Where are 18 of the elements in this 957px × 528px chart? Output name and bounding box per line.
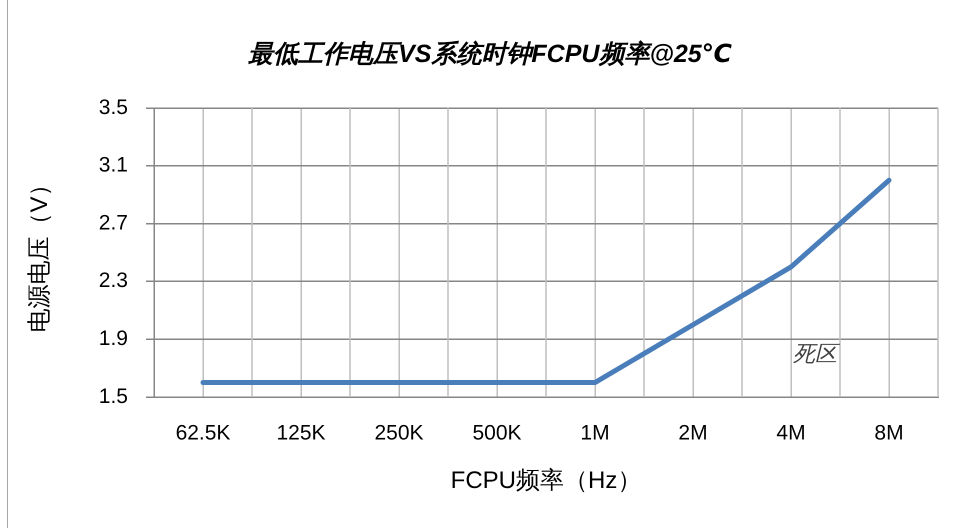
y-tick-label: 3.1 [98, 154, 128, 177]
y-tick-label: 2.7 [98, 211, 128, 234]
x-tick-label: 250K [374, 421, 424, 444]
x-tick-label: 8M [874, 421, 904, 444]
y-tick-label: 1.5 [98, 384, 128, 408]
y-tick-label: 2.3 [98, 269, 128, 292]
x-tick-label: 125K [276, 421, 326, 444]
y-axis-title: 电源电压（V） [26, 172, 54, 333]
x-tick-label: 62.5K [176, 421, 230, 444]
annotation: 死区 [792, 341, 841, 366]
y-tick-label: 3.5 [98, 96, 128, 119]
y-tick-label: 1.9 [98, 326, 128, 350]
chart-title: 最低工作电压VS系统时钟FCPU频率@25℃ [248, 40, 733, 68]
x-tick-label: 2M [678, 421, 708, 444]
x-axis-title: FCPU频率（Hz） [450, 467, 642, 494]
x-tick-label: 4M [776, 421, 806, 444]
x-tick-label: 1M [580, 421, 610, 444]
x-tick-label: 500K [472, 421, 522, 444]
